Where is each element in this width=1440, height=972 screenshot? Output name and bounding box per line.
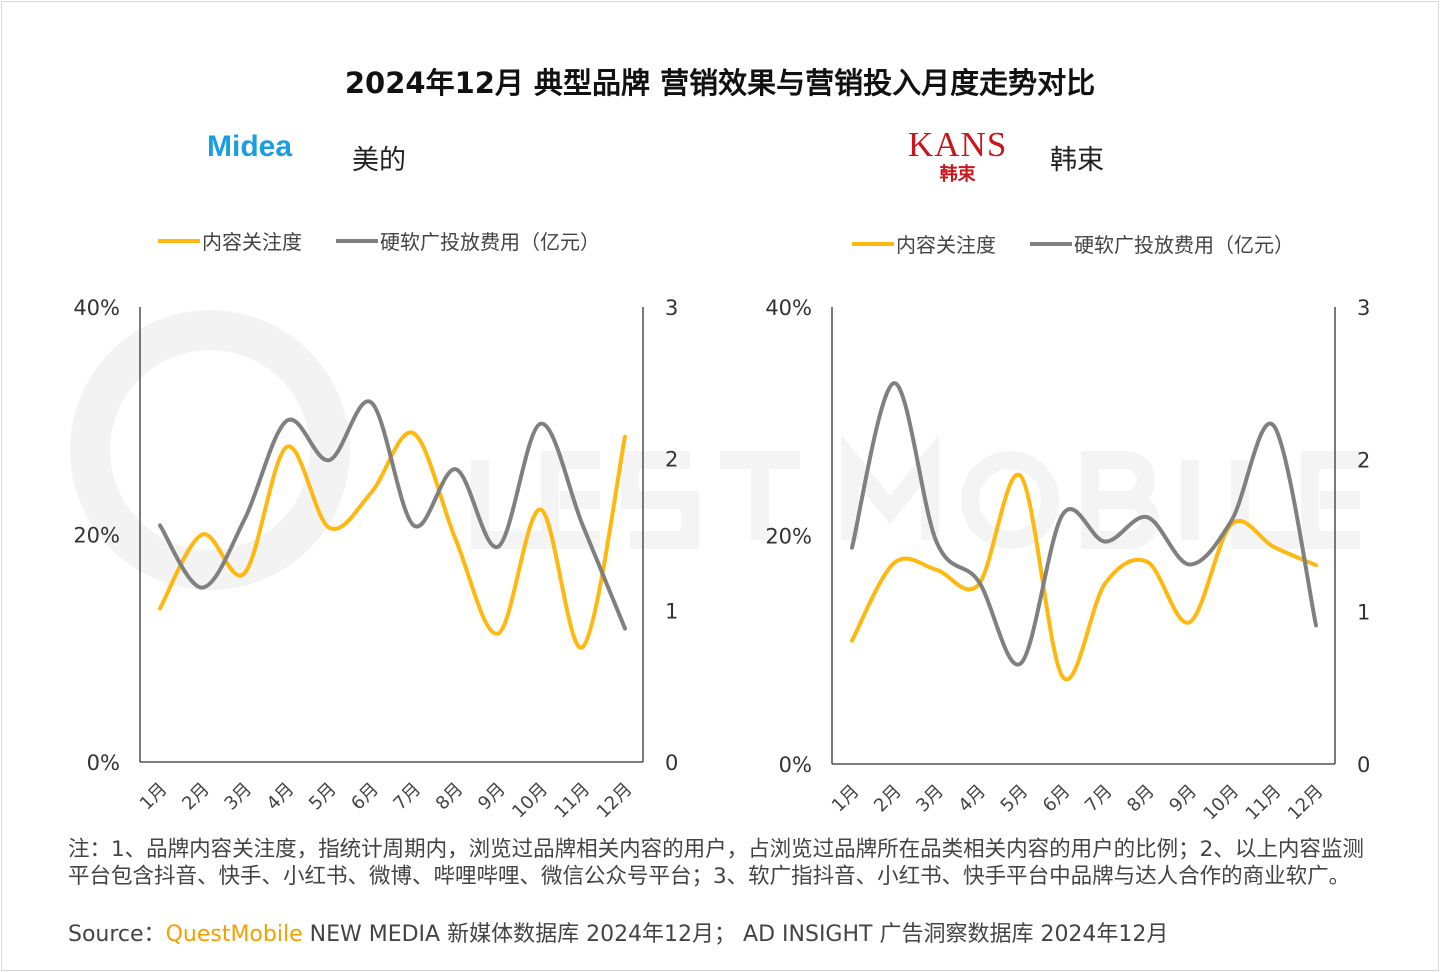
legend-swatch <box>1030 241 1072 246</box>
x-tick-label: 6月 <box>347 779 383 815</box>
x-tick-label: 1月 <box>828 781 864 817</box>
spend-series-line <box>850 381 1318 667</box>
legend-item-attention: 内容关注度 <box>158 226 302 255</box>
kans-logo-en: KANS <box>908 125 1008 164</box>
x-tick-label: 7月 <box>1081 781 1117 817</box>
x-tick-label: 5月 <box>997 781 1033 817</box>
x-tick-label: 9月 <box>1165 781 1201 817</box>
x-tick-label: 8月 <box>1123 781 1159 817</box>
source-brand: QuestMobile <box>165 922 303 947</box>
spend-series-line <box>158 399 627 631</box>
legend-label: 内容关注度 <box>202 230 302 254</box>
kans-logo-cn: 韩束 <box>939 164 976 184</box>
x-tick-label: 4月 <box>954 781 990 817</box>
legend-swatch <box>336 238 378 243</box>
midea-logo: Midea <box>207 130 293 163</box>
x-tick-label: 2月 <box>870 781 906 817</box>
right-tick-label: 3 <box>1357 296 1370 320</box>
x-tick-label: 11月 <box>550 779 594 823</box>
x-tick-label: 1月 <box>136 779 172 815</box>
right-tick-label: 0 <box>1357 753 1370 777</box>
right-tick-label: 2 <box>1357 448 1370 472</box>
x-tick-label: 7月 <box>389 779 425 815</box>
x-tick-label: 3月 <box>912 781 948 817</box>
source-label: Source： <box>68 922 166 947</box>
legend-swatch <box>158 238 200 243</box>
left-tick-label: 0% <box>87 751 120 775</box>
brand-name-midea: 美的 <box>352 145 406 176</box>
source-text: NEW MEDIA 新媒体数据库 2024年12月； AD INSIGHT 广告… <box>302 922 1169 947</box>
legend-label: 硬软广投放费用（亿元） <box>1074 233 1294 257</box>
left-tick-label: 20% <box>765 525 812 549</box>
legend-right: 内容关注度 硬软广投放费用（亿元） <box>852 229 1328 258</box>
left-tick-label: 20% <box>73 524 120 548</box>
legend-item-spend: 硬软广投放费用（亿元） <box>336 226 600 255</box>
brand-name-kans: 韩束 <box>1050 145 1104 176</box>
kans-logo: KANS 韩束 <box>908 125 1008 185</box>
x-tick-label: 5月 <box>305 779 341 815</box>
x-tick-label: 9月 <box>474 779 510 815</box>
left-tick-label: 0% <box>779 753 812 777</box>
attention-series-line <box>850 472 1318 682</box>
left-tick-label: 40% <box>765 296 812 320</box>
x-tick-label: 12月 <box>1284 781 1328 825</box>
legend-item-attention: 内容关注度 <box>852 229 996 258</box>
right-tick-label: 1 <box>665 599 678 623</box>
left-tick-label: 40% <box>73 296 120 320</box>
right-tick-label: 3 <box>665 296 678 320</box>
legend-left: 内容关注度 硬软广投放费用（亿元） <box>158 226 634 255</box>
x-tick-label: 3月 <box>220 779 256 815</box>
x-tick-label: 11月 <box>1242 781 1286 825</box>
x-tick-label: 8月 <box>432 779 468 815</box>
legend-swatch <box>852 241 894 246</box>
right-tick-label: 2 <box>665 448 678 472</box>
legend-item-spend: 硬软广投放费用（亿元） <box>1030 229 1294 258</box>
x-tick-label: 10月 <box>1199 781 1243 825</box>
x-tick-label: 10月 <box>508 779 552 823</box>
source-line: Source：QuestMobile NEW MEDIA 新媒体数据库 2024… <box>68 922 1168 948</box>
page-title: 2024年12月 典型品牌 营销效果与营销投入月度走势对比 <box>344 66 1096 100</box>
footnote: 注：1、品牌内容关注度，指统计周期内，浏览过品牌相关内容的用户，占浏览过品牌所在… <box>68 837 1364 889</box>
right-tick-label: 0 <box>665 751 678 775</box>
x-tick-label: 4月 <box>263 779 299 815</box>
right-tick-label: 1 <box>1357 601 1370 625</box>
x-tick-label: 2月 <box>178 779 214 815</box>
legend-label: 硬软广投放费用（亿元） <box>380 230 600 254</box>
x-tick-label: 12月 <box>593 779 637 823</box>
legend-label: 内容关注度 <box>896 233 996 257</box>
x-tick-label: 6月 <box>1039 781 1075 817</box>
